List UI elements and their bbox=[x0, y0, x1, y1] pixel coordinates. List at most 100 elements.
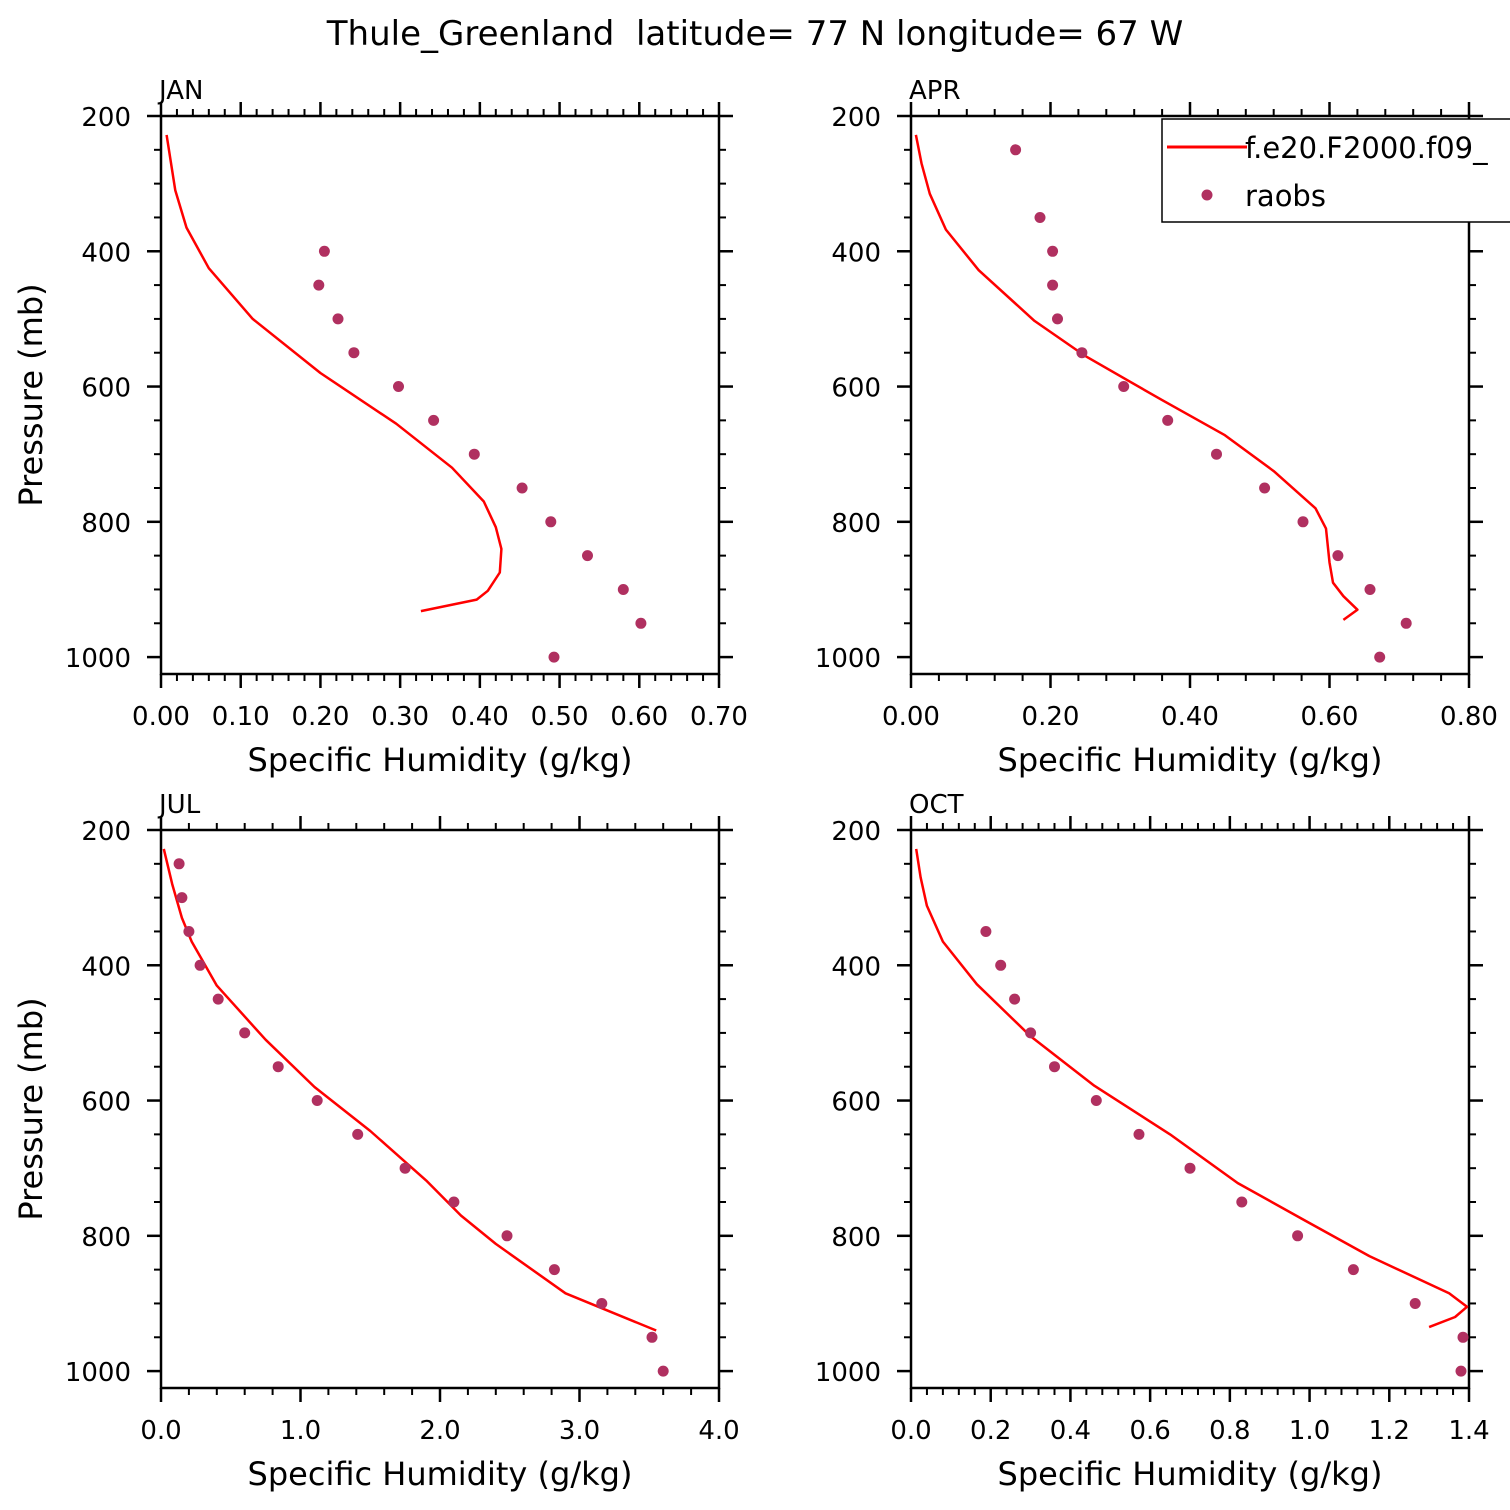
obs-point bbox=[617, 584, 629, 595]
obs-point bbox=[1455, 1365, 1467, 1377]
obs-point bbox=[1297, 516, 1309, 528]
panels: JAN 0.00 0.10 0.20 0.30 0.40 0.50 0.60 0.70 200 40… bbox=[12, 76, 1498, 1493]
obs-point bbox=[239, 1027, 251, 1039]
panel-jan: JAN 0.00 0.10 0.20 0.30 0.40 0.50 0.60 0.70 200 40… bbox=[12, 76, 748, 779]
x-tick-label: 0.60 bbox=[610, 702, 668, 732]
obs-point bbox=[1133, 1128, 1145, 1140]
obs-point bbox=[176, 892, 188, 904]
y-tick-label: 800 bbox=[81, 509, 131, 539]
x-tick-label: 0.50 bbox=[531, 702, 589, 732]
x-axis-label: Specific Humidity (g/kg) bbox=[248, 1455, 633, 1493]
x-tick-label: 0.10 bbox=[212, 702, 270, 732]
x-tick-label: 2.0 bbox=[419, 1416, 460, 1446]
x-axis-label: Specific Humidity (g/kg) bbox=[998, 741, 1383, 779]
panel-label: JUL bbox=[157, 790, 201, 820]
model-line bbox=[914, 134, 1359, 621]
obs-point bbox=[657, 1365, 669, 1377]
obs-point bbox=[1364, 584, 1376, 595]
obs-point bbox=[332, 313, 344, 325]
y-tick-label: 1000 bbox=[815, 1358, 881, 1388]
x-tick-label: 0.20 bbox=[291, 702, 349, 732]
obs-point bbox=[448, 1196, 460, 1208]
x-tick-label: 0.60 bbox=[1301, 702, 1359, 732]
obs-point bbox=[1374, 651, 1386, 663]
x-tick-label: 0.00 bbox=[882, 702, 940, 732]
obs-point bbox=[501, 1230, 513, 1242]
y-tick-label: 800 bbox=[831, 509, 881, 539]
obs-point bbox=[1090, 1095, 1102, 1106]
obs-point bbox=[995, 959, 1007, 971]
y-tick-label: 1000 bbox=[65, 1358, 131, 1388]
x-tick-label: 0.2 bbox=[970, 1416, 1011, 1446]
obs-point bbox=[1047, 245, 1059, 257]
obs-point bbox=[1162, 414, 1174, 426]
obs-point bbox=[272, 1061, 284, 1073]
panel-apr: APR 0.00 0.20 0.40 0.60 0.80 200 400 600 800 1000 S… bbox=[815, 76, 1498, 779]
x-tick-label: 0.80 bbox=[1440, 702, 1498, 732]
y-tick-label: 600 bbox=[81, 1088, 131, 1118]
x-tick-label: 0.0 bbox=[140, 1416, 181, 1446]
obs-point bbox=[1049, 1061, 1060, 1073]
obs-point bbox=[1259, 482, 1271, 494]
obs-point bbox=[311, 1095, 323, 1106]
y-tick-label: 200 bbox=[831, 103, 881, 133]
obs-point bbox=[1009, 993, 1021, 1005]
y-tick-label: 400 bbox=[81, 238, 131, 268]
x-tick-label: 0.20 bbox=[1022, 702, 1080, 732]
legend-obs-marker bbox=[1201, 189, 1213, 201]
obs-point bbox=[399, 1162, 411, 1174]
obs-point bbox=[428, 414, 440, 426]
obs-point bbox=[635, 617, 647, 629]
y-tick-label: 200 bbox=[81, 103, 131, 133]
obs-point bbox=[1025, 1027, 1037, 1039]
obs-point bbox=[1052, 313, 1063, 325]
obs-point bbox=[980, 926, 992, 937]
y-tick-label: 1000 bbox=[815, 644, 881, 674]
x-axis-label: Specific Humidity (g/kg) bbox=[248, 741, 633, 779]
obs-point bbox=[1347, 1264, 1359, 1276]
legend-model-label: f.e20.F2000.f09_ bbox=[1245, 131, 1488, 165]
y-tick-label: 400 bbox=[831, 238, 881, 268]
y-axis-label: Pressure (mb) bbox=[12, 283, 50, 506]
x-tick-label: 0.6 bbox=[1129, 1416, 1170, 1446]
model-line bbox=[914, 848, 1469, 1329]
y-tick-label: 600 bbox=[831, 1088, 881, 1118]
obs-point bbox=[516, 482, 528, 494]
obs-point bbox=[1047, 279, 1059, 291]
legend-obs-label: raobs bbox=[1245, 179, 1326, 213]
obs-point bbox=[183, 926, 195, 937]
obs-point bbox=[468, 448, 480, 460]
x-tick-label: 0.0 bbox=[890, 1416, 931, 1446]
y-tick-label: 600 bbox=[831, 374, 881, 404]
x-tick-label: 0.8 bbox=[1209, 1416, 1250, 1446]
obs-point bbox=[318, 245, 330, 257]
x-tick-label: 1.0 bbox=[280, 1416, 321, 1446]
obs-point bbox=[1409, 1298, 1421, 1309]
obs-point bbox=[313, 279, 325, 291]
obs-point bbox=[1400, 617, 1412, 629]
obs-point bbox=[1118, 381, 1130, 392]
obs-point bbox=[1457, 1331, 1469, 1343]
obs-point bbox=[194, 959, 206, 971]
obs-point bbox=[1184, 1162, 1196, 1174]
legend-box bbox=[1161, 118, 1510, 223]
obs-point bbox=[1332, 550, 1344, 562]
y-tick-label: 800 bbox=[831, 1223, 881, 1253]
x-tick-label: 0.00 bbox=[132, 702, 190, 732]
legend: f.e20.F2000.f09_ raobs bbox=[1161, 118, 1510, 223]
obs-point bbox=[548, 651, 560, 663]
x-tick-label: 0.30 bbox=[371, 702, 429, 732]
obs-point bbox=[1010, 144, 1022, 156]
x-tick-label: 0.40 bbox=[451, 702, 509, 732]
y-tick-label: 400 bbox=[81, 952, 131, 982]
panel-oct: OCT 0.0 0.2 0.4 0.6 0.8 1.0 1.2 1.4 200 400 600 800 1… bbox=[815, 790, 1490, 1493]
obs-point bbox=[1076, 347, 1088, 359]
model-line bbox=[162, 848, 657, 1332]
obs-point bbox=[1292, 1230, 1304, 1242]
y-tick-label: 200 bbox=[81, 817, 131, 847]
x-tick-label: 1.0 bbox=[1289, 1416, 1330, 1446]
x-tick-label: 4.0 bbox=[698, 1416, 739, 1446]
x-tick-label: 0.40 bbox=[1161, 702, 1219, 732]
obs-point bbox=[646, 1331, 658, 1343]
